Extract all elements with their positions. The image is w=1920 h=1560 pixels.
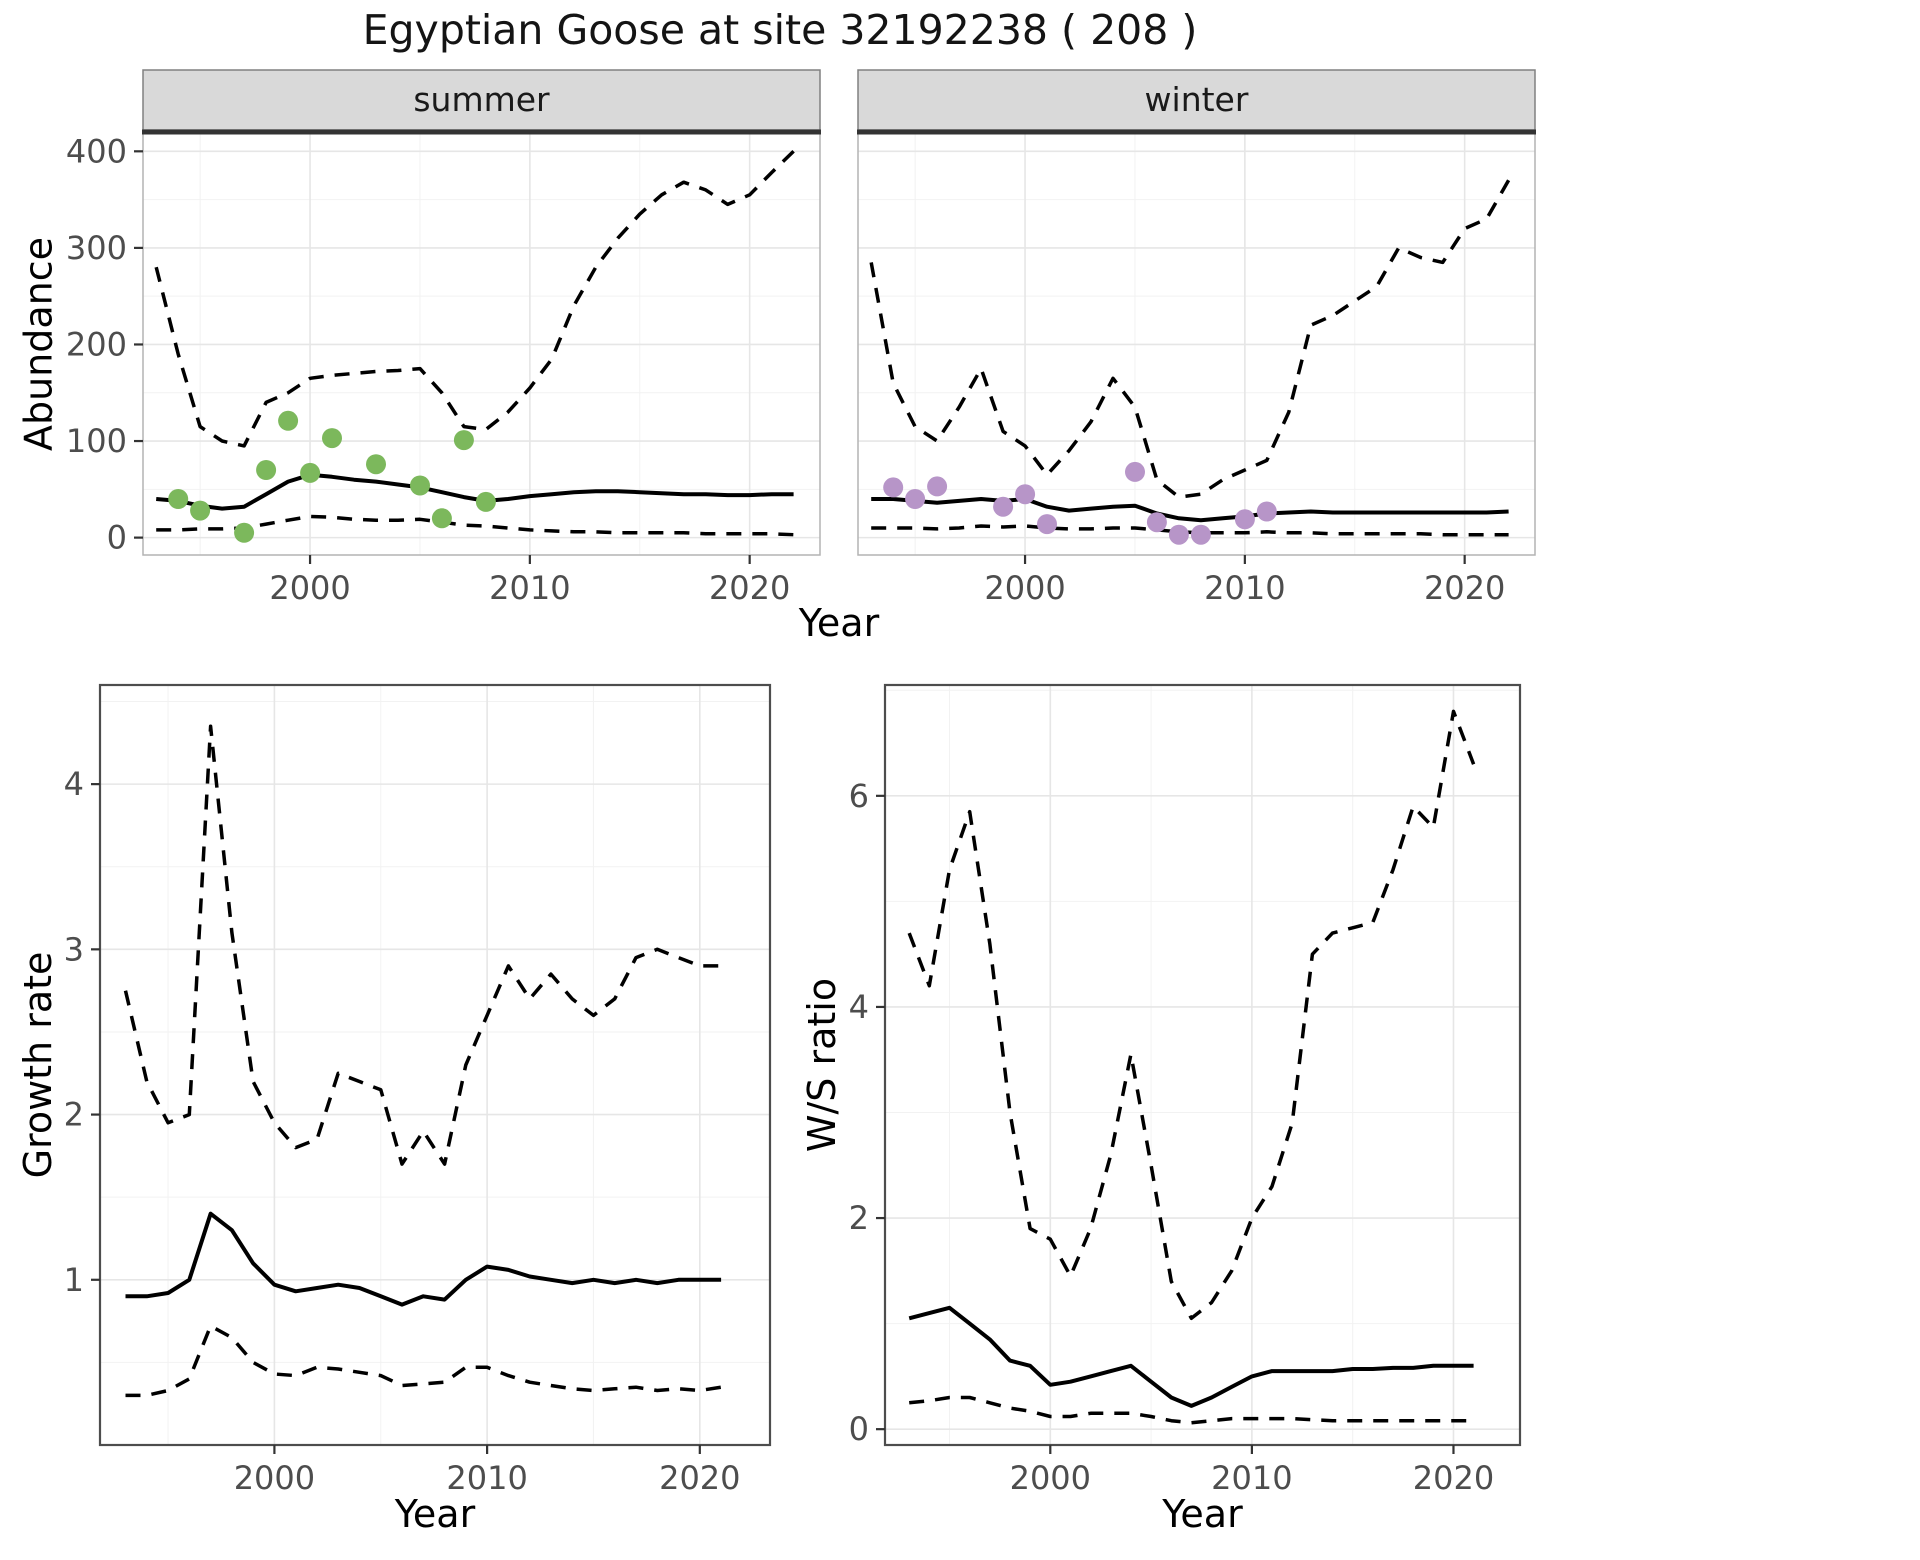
svg-text:4: 4	[849, 988, 869, 1026]
svg-text:2: 2	[64, 1096, 84, 1134]
svg-text:3: 3	[64, 930, 84, 968]
svg-text:0: 0	[107, 519, 127, 557]
x-axis-label-year-ws: Year	[1162, 1492, 1243, 1536]
y-axis-label-growth-rate: Growth rate	[16, 951, 60, 1179]
facet-strip-winter: winter	[1144, 80, 1249, 119]
svg-text:2010: 2010	[489, 569, 570, 607]
svg-text:2010: 2010	[1211, 1459, 1292, 1497]
svg-text:2010: 2010	[446, 1459, 527, 1497]
y-axis-label-ws-ratio: W/S ratio	[800, 977, 844, 1153]
svg-text:4: 4	[64, 765, 84, 803]
svg-text:2020: 2020	[709, 569, 790, 607]
svg-text:0: 0	[849, 1410, 869, 1448]
svg-text:2010: 2010	[1204, 569, 1285, 607]
svg-text:2: 2	[849, 1199, 869, 1237]
svg-text:300: 300	[66, 229, 127, 267]
svg-text:2020: 2020	[1424, 569, 1505, 607]
svg-text:6: 6	[849, 777, 869, 815]
y-axis-label-abundance: Abundance	[16, 236, 61, 452]
egyptian-goose-trend-figure: 2000 2010 2020 0 100 200 300 400 2000 2010 2020 200…	[16, 6, 1536, 1536]
chart-canvas: 2000 2010 2020 0 100 200 300 400 2000 2010 2020 200…	[64, 69, 1536, 1497]
svg-text:2000: 2000	[269, 569, 350, 607]
svg-text:2000: 2000	[234, 1459, 315, 1497]
svg-text:2020: 2020	[659, 1459, 740, 1497]
facet-strip-summer: summer	[413, 80, 550, 119]
chart-title: Egyptian Goose at site 32192238 ( 208 )	[362, 6, 1198, 54]
svg-text:2020: 2020	[1413, 1459, 1494, 1497]
svg-text:200: 200	[66, 325, 127, 363]
svg-text:2000: 2000	[984, 569, 1065, 607]
x-axis-label-year-top: Year	[798, 601, 880, 645]
svg-text:400: 400	[66, 132, 127, 170]
svg-text:2000: 2000	[1010, 1459, 1091, 1497]
x-axis-label-year-growth: Year	[394, 1492, 476, 1536]
svg-text:100: 100	[66, 422, 127, 460]
svg-text:1: 1	[64, 1261, 84, 1299]
